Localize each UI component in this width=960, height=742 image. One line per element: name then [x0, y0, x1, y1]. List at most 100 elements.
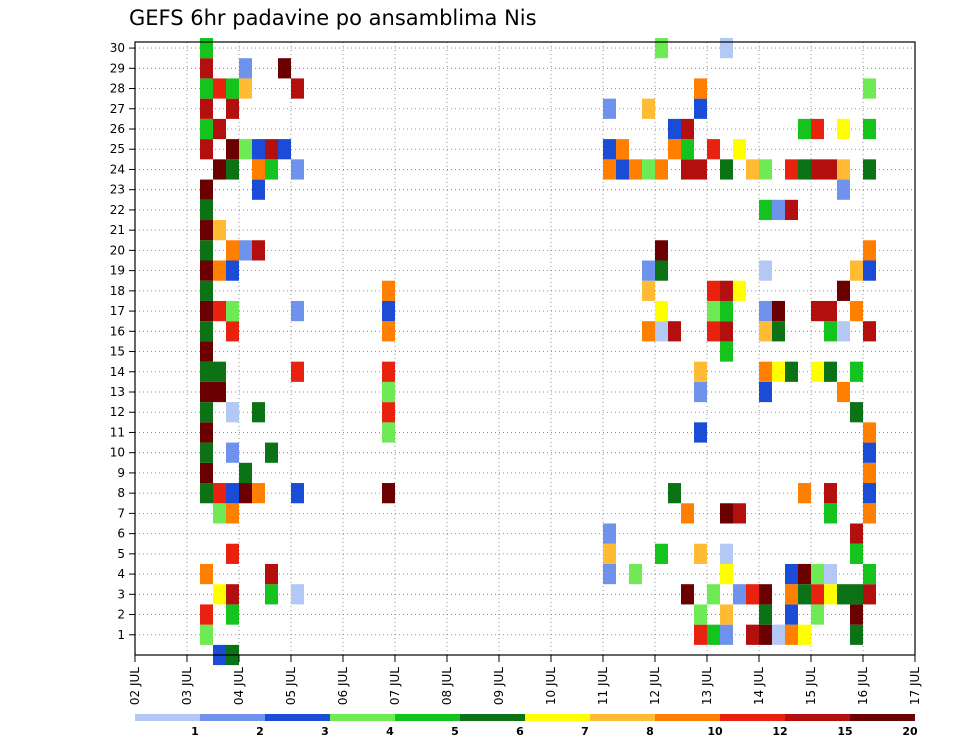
data-cells	[200, 37, 876, 666]
data-cell	[200, 58, 213, 79]
y-tick-label: 30	[110, 41, 125, 55]
legend-swatch	[395, 714, 460, 721]
y-tick-label: 7	[117, 506, 125, 520]
legend-label: 7	[581, 725, 589, 738]
data-cell	[616, 139, 629, 160]
data-cell	[850, 604, 863, 625]
data-cell	[772, 361, 785, 382]
x-tick-label: 09 JUL	[492, 667, 506, 705]
data-cell	[798, 159, 811, 180]
data-cell	[239, 462, 252, 484]
data-cell	[226, 78, 239, 99]
data-cell	[382, 321, 395, 342]
data-cell	[720, 37, 733, 59]
data-cell	[746, 159, 759, 180]
data-cell	[200, 422, 213, 443]
data-cell	[824, 503, 837, 524]
data-cell	[200, 604, 213, 625]
data-cell	[213, 260, 226, 281]
data-cell	[226, 584, 239, 605]
data-cell	[707, 300, 720, 322]
data-cell	[798, 584, 811, 605]
data-cell	[213, 381, 226, 403]
data-cell	[772, 199, 785, 221]
data-cell	[863, 118, 876, 140]
data-cell	[642, 159, 655, 180]
data-cell	[655, 37, 668, 59]
data-cell	[200, 341, 213, 362]
data-cell	[226, 240, 239, 261]
x-tick-label: 06 JUL	[336, 667, 350, 705]
x-tick-label: 10 JUL	[544, 667, 558, 705]
data-cell	[668, 139, 681, 160]
y-tick-label: 20	[110, 243, 125, 257]
data-cell	[681, 503, 694, 524]
data-cell	[200, 280, 213, 301]
y-tick-label: 8	[117, 486, 125, 500]
data-cell	[200, 118, 213, 140]
data-cell	[278, 139, 291, 160]
data-cell	[265, 159, 278, 180]
data-cell	[863, 584, 876, 605]
x-tick-label: 07 JUL	[388, 667, 402, 705]
y-tick-label: 26	[110, 122, 125, 136]
data-cell	[291, 300, 304, 322]
data-cell	[681, 139, 694, 160]
x-tick-label: 16 JUL	[856, 667, 870, 705]
y-tick-label: 17	[110, 304, 125, 318]
data-cell	[850, 361, 863, 382]
data-cell	[668, 483, 681, 504]
y-tick-label: 1	[117, 628, 125, 642]
x-tick-label: 12 JUL	[648, 667, 662, 705]
data-cell	[200, 381, 213, 403]
data-cell	[850, 624, 863, 645]
color-legend: 1 2 3 4 5 6 7 8 10 12 15 20	[135, 714, 918, 738]
y-tick-label: 16	[110, 324, 125, 338]
data-cell	[200, 402, 213, 423]
data-cell	[759, 199, 772, 221]
data-cell	[213, 503, 226, 524]
data-cell	[213, 483, 226, 504]
data-cell	[681, 118, 694, 140]
y-tick-label: 3	[117, 587, 125, 601]
data-cell	[603, 98, 616, 119]
data-cell	[798, 483, 811, 504]
data-cell	[759, 381, 772, 403]
legend-swatch	[200, 714, 265, 721]
data-cell	[694, 604, 707, 625]
legend-label: 1	[191, 725, 199, 738]
data-cell	[785, 199, 798, 221]
y-tick-label: 18	[110, 284, 125, 298]
legend-label: 20	[902, 725, 918, 738]
data-cell	[200, 321, 213, 342]
data-cell	[200, 361, 213, 382]
data-cell	[837, 179, 850, 200]
data-cell	[226, 300, 239, 322]
data-cell	[200, 98, 213, 119]
data-cell	[837, 159, 850, 180]
y-tick-label: 28	[110, 82, 125, 96]
data-cell	[200, 179, 213, 200]
data-cell	[655, 321, 668, 342]
data-cell	[226, 503, 239, 524]
y-tick-label: 2	[117, 608, 125, 622]
data-cell	[655, 240, 668, 261]
y-tick-label: 10	[110, 446, 125, 460]
x-tick-label: 02 JUL	[128, 667, 142, 705]
data-cell	[265, 563, 278, 585]
data-cell	[798, 118, 811, 140]
data-cell	[382, 361, 395, 382]
y-tick-label: 27	[110, 102, 125, 116]
data-cell	[850, 402, 863, 423]
data-cell	[226, 543, 239, 564]
data-cell	[252, 240, 265, 261]
legend-swatch	[460, 714, 525, 721]
data-cell	[720, 300, 733, 322]
data-cell	[785, 159, 798, 180]
legend-swatch	[525, 714, 590, 721]
legend-label: 3	[321, 725, 329, 738]
data-cell	[811, 604, 824, 625]
data-cell	[200, 240, 213, 261]
data-cell	[759, 584, 772, 605]
data-cell	[291, 483, 304, 504]
